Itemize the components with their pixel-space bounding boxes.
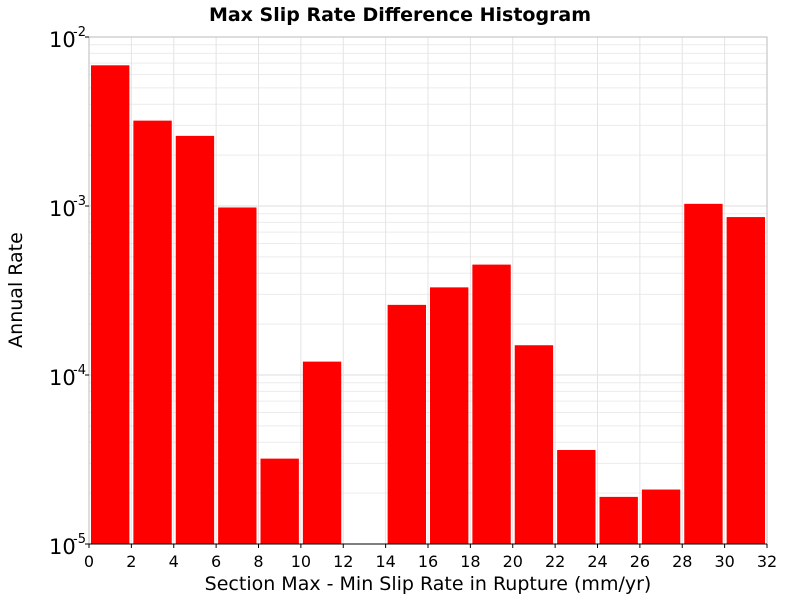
histogram-bar (430, 287, 469, 544)
histogram-bar (514, 345, 554, 544)
x-tick-label: 20 (503, 552, 523, 571)
y-tick-exponent: -4 (73, 363, 86, 378)
y-tick-label: 10 (49, 197, 76, 221)
y-tick-exponent: -3 (73, 194, 86, 209)
histogram-bar (260, 458, 299, 544)
x-tick-label: 2 (126, 552, 136, 571)
histogram-bar (726, 217, 765, 544)
x-tick-label: 16 (418, 552, 438, 571)
x-axis-label: Section Max - Min Slip Rate in Rupture (… (205, 573, 652, 595)
x-tick-label: 10 (291, 552, 311, 571)
y-tick-exponent: -2 (73, 25, 86, 40)
histogram-bar (91, 65, 130, 544)
histogram-bar (133, 120, 172, 545)
histogram-bar (175, 135, 215, 544)
x-tick-label: 30 (714, 552, 734, 571)
y-tick-label: 10 (49, 28, 76, 52)
y-tick-label: 10 (49, 366, 76, 390)
histogram-bar (641, 489, 681, 544)
x-tick-label: 28 (672, 552, 692, 571)
x-tick-label: 14 (375, 552, 395, 571)
histogram-bar (684, 203, 723, 544)
y-axis-ticks: 10-510-410-310-2 (49, 25, 89, 559)
x-tick-label: 0 (84, 552, 94, 571)
x-tick-label: 18 (460, 552, 480, 571)
x-tick-label: 32 (757, 552, 777, 571)
x-tick-label: 4 (169, 552, 179, 571)
histogram-bar (472, 264, 511, 544)
x-tick-label: 12 (333, 552, 353, 571)
bars (91, 65, 765, 545)
histogram-bar (302, 361, 342, 544)
x-axis-ticks: 0 2 4 6 8 10 12 14 16 18 20 22 24 26 28 30 32 (84, 544, 777, 571)
histogram-bar (557, 449, 596, 544)
x-tick-label: 6 (211, 552, 221, 571)
histogram-bar (218, 207, 257, 544)
x-tick-label: 26 (630, 552, 650, 571)
y-tick-label: 10 (49, 535, 76, 559)
y-axis-label: Annual Rate (5, 232, 27, 348)
y-tick-exponent: -5 (73, 532, 86, 547)
x-tick-label: 8 (253, 552, 263, 571)
x-tick-label: 24 (587, 552, 607, 571)
chart-title: Max Slip Rate Difference Histogram (209, 4, 591, 26)
x-tick-label: 22 (545, 552, 565, 571)
histogram-bar (599, 496, 638, 544)
histogram-bar (387, 304, 426, 544)
